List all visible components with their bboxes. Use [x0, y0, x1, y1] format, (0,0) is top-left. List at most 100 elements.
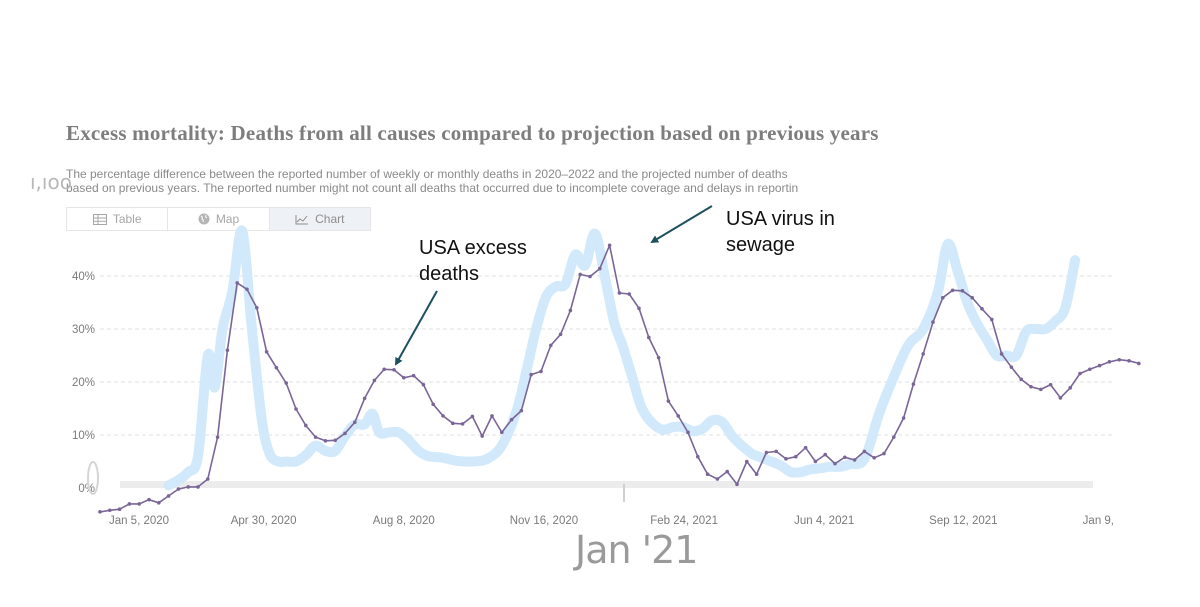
excess-deaths-point: [431, 402, 436, 407]
excess-deaths-point: [1029, 384, 1033, 389]
excess-deaths-point: [509, 417, 514, 422]
x-tick-label: Feb 24, 2021: [650, 515, 718, 527]
excess-deaths-point: [1048, 382, 1053, 387]
excess-deaths-point: [421, 382, 426, 387]
zero-marker-circle: [87, 461, 99, 495]
x-tick-label: Jun 4, 2021: [794, 515, 854, 527]
excess-deaths-point: [980, 307, 984, 311]
excess-deaths-point: [901, 416, 906, 420]
excess-deaths-point: [343, 431, 347, 436]
excess-deaths-point: [1019, 377, 1023, 382]
excess-deaths-point: [823, 452, 827, 457]
excess-deaths-point: [245, 287, 249, 292]
excess-deaths-point: [833, 461, 837, 466]
excess-deaths-point: [745, 459, 749, 464]
excess-deaths-point: [137, 502, 141, 506]
excess-deaths-point: [1058, 396, 1063, 400]
excess-deaths-point: [490, 414, 494, 418]
excess-deaths-point: [470, 414, 475, 419]
excess-deaths-point: [353, 420, 357, 425]
zero-band: [120, 481, 1093, 488]
excess-deaths-point: [999, 352, 1004, 356]
excess-deaths-point: [108, 508, 112, 513]
excess-deaths-point: [460, 422, 465, 426]
excess-deaths-point: [882, 451, 886, 456]
x-tick-label: Jan 5, 2020: [109, 515, 169, 527]
subtitle-line-1: The percentage difference between the re…: [66, 167, 788, 181]
excess-deaths-point: [323, 439, 328, 443]
x-tick-label: Nov 16, 2020: [510, 515, 578, 527]
big-date-label: Jan '21: [575, 528, 698, 572]
excess-deaths-point: [117, 507, 122, 512]
excess-deaths-point: [264, 349, 269, 354]
excess-deaths-point: [911, 382, 916, 386]
subtitle-line-2: based on previous years. The reported nu…: [66, 181, 799, 195]
excess-deaths-point: [970, 295, 974, 300]
excess-deaths-arrow: [395, 290, 438, 366]
x-tick-label: Aug 8, 2020: [373, 515, 435, 527]
tab-table[interactable]: Table: [67, 208, 169, 230]
excess-deaths-point: [451, 421, 455, 426]
y-tick-label: 20%: [72, 377, 95, 389]
excess-deaths-point: [206, 477, 210, 481]
excess-deaths-point: [852, 458, 857, 462]
globe-icon: [198, 213, 210, 225]
excess-deaths-point: [725, 469, 729, 474]
excess-deaths-point: [372, 378, 377, 383]
excess-deaths-point: [892, 435, 896, 439]
excess-deaths-point: [676, 414, 680, 418]
excess-deaths-point: [186, 485, 190, 489]
excess-deaths-point: [715, 477, 720, 481]
tab-chart[interactable]: Chart: [269, 208, 370, 230]
excess-deaths-point: [529, 372, 533, 377]
excess-deaths-point: [656, 355, 661, 360]
x-axis-labels: Jan 5, 2020 Apr 30, 2020 Aug 8, 2020 Nov 16…: [109, 515, 1114, 527]
excess-deaths-point: [960, 289, 965, 293]
chart-subtitle: The percentage difference between the re…: [66, 167, 1126, 195]
tab-map[interactable]: Map: [168, 208, 270, 230]
excess-deaths-points: [98, 243, 1141, 514]
excess-deaths-point: [647, 335, 651, 340]
excess-deaths-point: [598, 266, 602, 271]
excess-deaths-point: [519, 408, 524, 413]
excess-deaths-point: [1107, 360, 1112, 364]
excess-deaths-point: [166, 494, 171, 498]
x-tick-label: Apr 30, 2020: [231, 515, 297, 527]
excess-deaths-point: [539, 369, 543, 374]
excess-deaths-point: [1009, 365, 1014, 369]
side-mark: ı,ıoo: [30, 170, 72, 194]
excess-deaths-point: [862, 449, 867, 454]
excess-deaths-point: [1097, 363, 1102, 368]
excess-deaths-point: [705, 472, 710, 477]
tab-chart-label: Chart: [315, 212, 345, 226]
tab-map-label: Map: [215, 212, 240, 226]
excess-deaths-point: [402, 375, 406, 380]
excess-deaths-point: [607, 243, 612, 248]
excess-deaths-point: [411, 373, 416, 378]
excess-deaths-point: [794, 454, 798, 459]
excess-deaths-point: [617, 291, 622, 295]
excess-deaths-point: [1117, 357, 1121, 362]
excess-deaths-point: [754, 472, 759, 477]
excess-deaths-point: [941, 295, 945, 300]
excess-deaths-point: [382, 367, 387, 372]
excess-deaths-point: [284, 381, 289, 385]
excess-deaths-point: [1137, 361, 1141, 366]
view-tabs: Table Map Chart: [66, 207, 371, 231]
excess-deaths-point: [735, 482, 739, 487]
excess-deaths-point: [568, 308, 573, 313]
excess-deaths-point: [813, 459, 818, 464]
excess-deaths-point: [950, 288, 955, 293]
excess-deaths-point: [480, 434, 485, 438]
excess-deaths-point: [931, 320, 935, 324]
y-tick-label: 40%: [72, 271, 95, 283]
sewage-series-line: [163, 225, 1081, 491]
excess-deaths-point: [294, 407, 298, 411]
excess-deaths-point: [872, 455, 876, 460]
excess-deaths-point: [392, 368, 396, 372]
excess-deaths-point: [147, 497, 151, 502]
y-axis-labels: 0%10%20%30%40%: [72, 271, 95, 495]
excess-deaths-point: [784, 457, 788, 461]
annotation-virus-sewage: USA virus in sewage: [726, 208, 835, 256]
